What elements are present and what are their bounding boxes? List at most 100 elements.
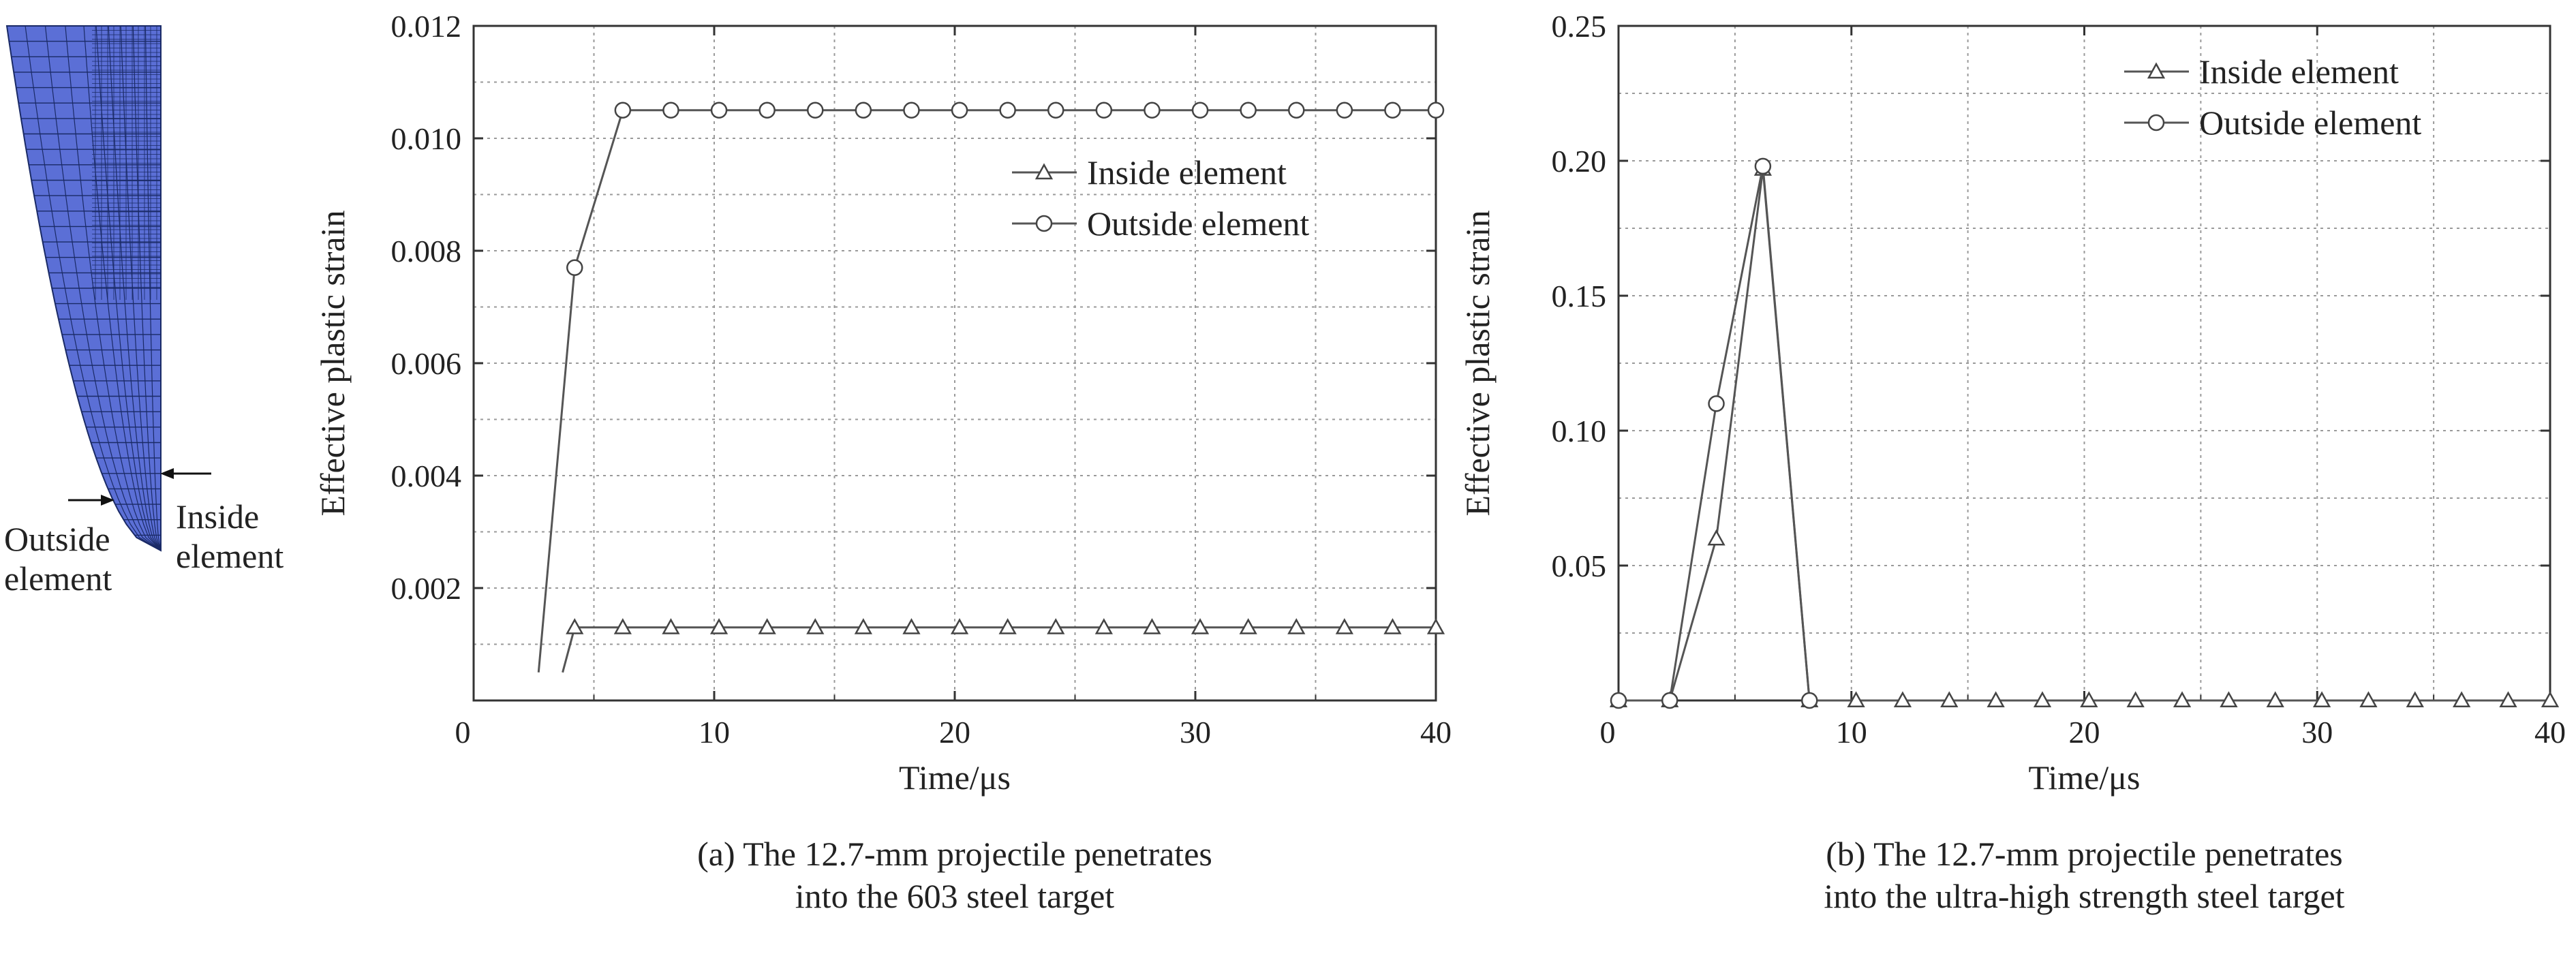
inside-element-label: Inside element [176, 497, 283, 575]
data-point-triangle [2406, 691, 2424, 708]
series-inside-element [1609, 159, 2560, 708]
inside-label-line2: element [176, 537, 283, 575]
data-point-triangle [1191, 618, 1210, 634]
x-tick-label: 20 [939, 715, 970, 750]
series-outside-element [1610, 157, 1818, 709]
caption-line: into the 603 steel target [795, 877, 1115, 915]
data-point-circle [1336, 102, 1353, 119]
projectile-mesh-illustration [5, 25, 162, 552]
data-point-triangle [566, 618, 584, 634]
chart-b: 10 20 30 40 0 0.05 0.10 0.15 0.20 0.25 Time/μs Effe… [1458, 9, 2566, 915]
data-point-triangle [950, 618, 969, 634]
outside-label-line1: Outside [4, 520, 110, 558]
y-tick-label: 0.008 [391, 234, 462, 268]
data-point-triangle [998, 618, 1017, 634]
data-point-circle [1144, 102, 1161, 119]
data-point-triangle [709, 618, 729, 634]
caption-line: (a) The 12.7-mm projectile penetrates [697, 835, 1212, 873]
data-point-circle [1384, 102, 1401, 119]
y-tick-label: 0.006 [391, 346, 462, 381]
data-point-triangle [758, 618, 776, 634]
data-point-triangle [1940, 691, 1959, 708]
data-point-triangle [2220, 691, 2238, 708]
series-line [1619, 166, 1811, 702]
x-tick-label: 20 [2069, 715, 2100, 750]
data-point-triangle [2312, 691, 2331, 708]
legend: Inside element Outside element [1012, 153, 1309, 243]
x-tick-label: 10 [1836, 715, 1867, 750]
x-tick-label: 40 [2534, 715, 2566, 750]
legend-marker-circle [2147, 114, 2165, 132]
y-tick-label: 0.15 [1552, 279, 1607, 313]
y-tick-label: 0.10 [1552, 414, 1607, 448]
data-point-circle [710, 102, 728, 119]
data-point-triangle [2033, 691, 2052, 708]
data-point-triangle [1094, 618, 1113, 634]
data-point-triangle [613, 618, 632, 634]
data-point-triangle [2080, 691, 2098, 708]
data-point-triangle [1143, 618, 1161, 634]
inside-element-arrow [160, 468, 211, 479]
data-point-triangle [1847, 691, 1865, 708]
legend-marker-circle [1035, 215, 1053, 232]
data-point-triangle [1987, 691, 2005, 708]
data-point-circle [807, 102, 824, 119]
data-point-circle [1427, 102, 1445, 119]
outside-label-line2: element [4, 559, 112, 598]
legend-label: Outside element [2199, 104, 2421, 142]
y-axis-label: Effective plastic strain [1458, 211, 1497, 516]
data-point-circle [1754, 157, 1772, 175]
data-point-triangle [1426, 618, 1445, 634]
y-tick-label: 0.010 [391, 121, 462, 156]
series-outside-element [537, 102, 1445, 673]
data-point-circle [855, 102, 872, 119]
data-point-triangle [806, 618, 825, 634]
legend-marker-triangle [1034, 163, 1054, 180]
data-point-circle [903, 102, 920, 119]
data-point-triangle [2541, 691, 2560, 708]
data-point-circle [1047, 102, 1064, 119]
data-point-circle [1191, 102, 1209, 119]
grid [1619, 26, 2550, 700]
data-point-triangle [1383, 618, 1402, 634]
y-tick-label: 0.20 [1552, 144, 1607, 179]
data-point-triangle [1047, 618, 1065, 634]
data-point-triangle [2173, 691, 2192, 708]
data-point-triangle [854, 618, 872, 634]
chart-a: 10 20 30 40 0 0.002 0.004 0.006 0.008 0.010 0.012 T… [313, 9, 1452, 915]
figure-caption: (b) The 12.7-mm projectile penetrates int… [1824, 835, 2344, 915]
data-point-triangle [1707, 529, 1726, 546]
data-point-circle [614, 102, 632, 119]
x-tick-label: 30 [2301, 715, 2333, 750]
legend-label: Inside element [1087, 153, 1287, 191]
data-point-triangle [2126, 691, 2145, 708]
data-point-circle [1610, 692, 1627, 709]
legend: Inside element Outside element [2124, 52, 2421, 142]
figure-caption: (a) The 12.7-mm projectile penetrates int… [697, 835, 1212, 915]
data-point-triangle [1239, 618, 1257, 634]
data-point-circle [758, 102, 776, 119]
data-point-triangle [1335, 618, 1353, 634]
legend-label: Outside element [1087, 204, 1309, 243]
x-axis-label: Time/μs [2029, 758, 2141, 797]
data-point-circle [1288, 102, 1305, 119]
caption-line: (b) The 12.7-mm projectile penetrates [1826, 835, 2343, 873]
legend-label: Inside element [2199, 52, 2399, 91]
data-point-triangle [662, 618, 680, 634]
series-inside-element [562, 618, 1445, 673]
data-point-circle [662, 102, 679, 119]
x-tick-label: 10 [699, 715, 730, 750]
inside-label-line1: Inside [176, 497, 259, 536]
data-point-circle [999, 102, 1016, 119]
origin-label: 0 [1600, 715, 1616, 750]
data-point-circle [951, 102, 968, 119]
data-point-circle [1240, 102, 1257, 119]
x-tick-label: 30 [1180, 715, 1211, 750]
outside-element-arrow [68, 495, 114, 506]
legend-marker-triangle [2147, 62, 2166, 79]
data-point-triangle [2453, 691, 2471, 708]
y-axis-label: Effective plastic strain [313, 211, 352, 516]
data-point-circle [566, 259, 583, 276]
data-point-circle [1800, 692, 1818, 709]
